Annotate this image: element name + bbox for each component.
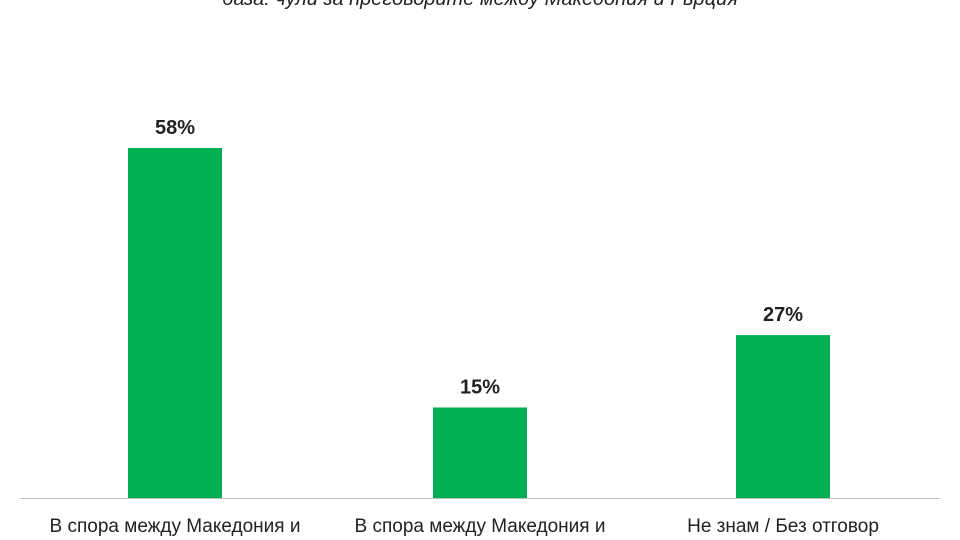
category-label-1: В спора между Македония и <box>49 516 301 537</box>
category-label-3: Не знам / Без отговор <box>687 516 879 537</box>
data-label-1: 58% <box>155 117 195 139</box>
chart-subtitle: база: чули за преговорите между Македони… <box>0 0 960 11</box>
data-label-3: 27% <box>763 304 803 326</box>
data-label-2: 15% <box>460 376 500 398</box>
bar-1 <box>128 148 222 498</box>
bar-3 <box>736 335 830 498</box>
bar-2 <box>433 407 527 498</box>
category-label-2: В спора между Македония и <box>354 516 606 537</box>
